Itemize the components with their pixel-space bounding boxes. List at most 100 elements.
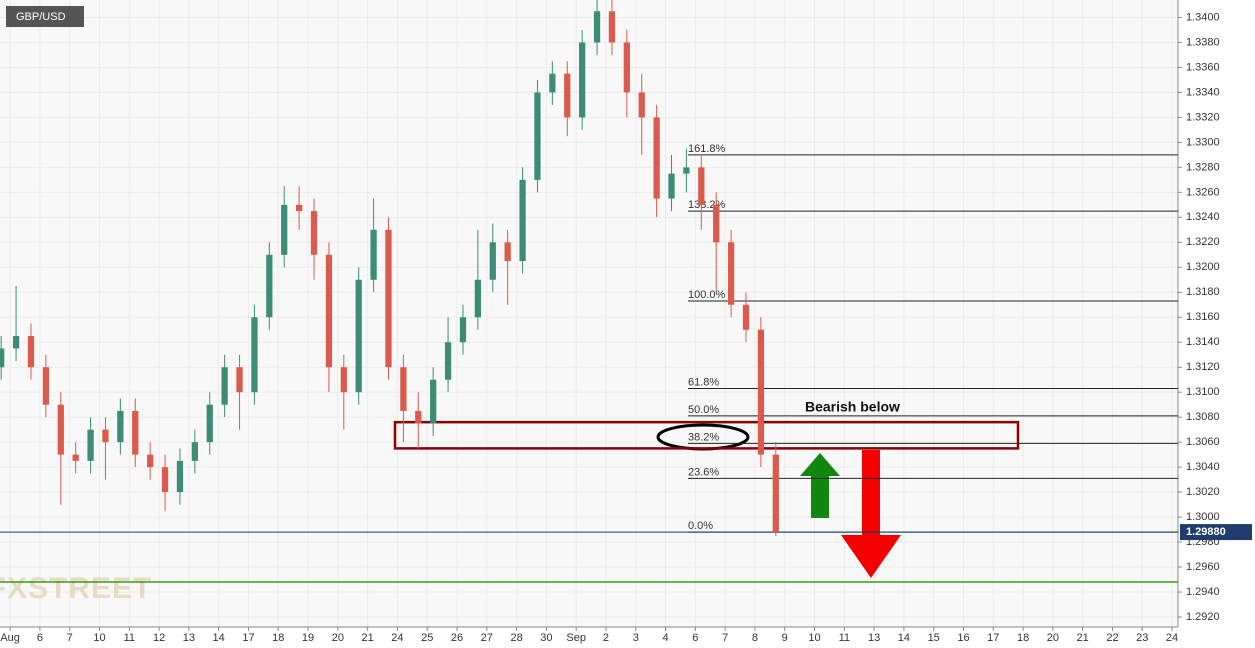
down-arrow: [841, 450, 901, 578]
candle-body: [117, 410, 124, 443]
candle-body: [772, 454, 779, 533]
x-tick-label: 11: [839, 632, 850, 644]
x-tick-label: 7: [67, 632, 73, 644]
x-tick-label: 9: [782, 632, 788, 644]
x-tick-label: 20: [1047, 632, 1059, 644]
x-tick-label: 21: [1077, 632, 1089, 644]
candle-body: [608, 11, 616, 43]
y-tick-label: 1.3000: [1186, 511, 1220, 523]
x-tick-label: 6: [692, 632, 698, 644]
x-tick-label: 12: [153, 632, 165, 644]
x-tick-label: 3: [633, 632, 639, 644]
candle-body: [415, 410, 422, 424]
candle-body: [638, 92, 645, 118]
fib-label: 50.0%: [688, 404, 719, 416]
y-tick-label: 1.3060: [1186, 436, 1220, 448]
y-tick-label: 1.2960: [1186, 561, 1220, 573]
y-tick-label: 1.3280: [1186, 161, 1220, 173]
y-tick-label: 1.3020: [1186, 486, 1220, 498]
x-tick-label: Aug: [0, 632, 20, 644]
candle-body: [161, 467, 169, 493]
x-tick-label: 24: [1166, 632, 1178, 644]
candle-body: [355, 279, 362, 393]
candle-body: [534, 92, 541, 180]
candle-body: [444, 342, 452, 380]
fib-label: 0.0%: [688, 520, 713, 532]
up-arrow: [800, 453, 840, 518]
candle-body: [489, 242, 496, 280]
y-tick-label: 1.2920: [1186, 611, 1220, 623]
x-tick-label: 30: [540, 632, 552, 644]
candle-body: [27, 335, 35, 368]
fib-label: 38.2%: [688, 431, 719, 443]
candle-body: [266, 254, 273, 318]
candle-body: [176, 460, 184, 493]
y-tick-label: 1.3340: [1186, 86, 1220, 98]
candle-body: [147, 454, 154, 468]
candle-body: [72, 454, 79, 461]
current-price-box: [1180, 524, 1252, 541]
x-tick-label: 27: [481, 632, 493, 644]
x-tick-label: 13: [868, 632, 880, 644]
y-tick-label: 1.3300: [1186, 136, 1220, 148]
candle-body: [281, 204, 288, 255]
x-tick-label: 18: [272, 632, 284, 644]
y-tick-label: 1.3160: [1186, 311, 1220, 323]
candle-body: [549, 73, 556, 93]
fib-label: 23.6%: [688, 466, 719, 478]
candle-body: [683, 167, 690, 174]
x-tick-label: 4: [663, 632, 669, 644]
x-tick-label: 2: [603, 632, 609, 644]
candle-body: [102, 429, 109, 443]
candle-body: [713, 204, 720, 243]
fib-label: 138.2%: [688, 199, 726, 211]
x-tick-label: 23: [1136, 632, 1148, 644]
y-tick-label: 1.3140: [1186, 336, 1220, 348]
candle-body: [236, 367, 243, 393]
x-tick-label: 22: [1106, 632, 1118, 644]
x-tick-label: 28: [510, 632, 522, 644]
title-box: [6, 6, 84, 27]
candle-body: [191, 442, 198, 461]
chart-title: GBP/USD: [16, 11, 66, 23]
x-tick-label: 14: [898, 632, 910, 644]
candle-body: [579, 42, 586, 118]
x-tick-label: 24: [391, 632, 403, 644]
candle-body: [459, 317, 467, 343]
candle-body: [221, 367, 228, 405]
candle-body: [668, 173, 675, 199]
current-price-label: 1.29880: [1186, 526, 1226, 538]
fib-label: 161.8%: [688, 143, 726, 155]
fib-label: 61.8%: [688, 376, 719, 388]
candle-body: [310, 211, 318, 255]
y-tick-label: 1.3260: [1186, 186, 1220, 198]
candle-body: [370, 229, 377, 280]
candle-body: [400, 367, 407, 411]
x-tick-label: 17: [242, 632, 254, 644]
x-tick-label: Sep: [566, 632, 586, 644]
x-tick-label: 26: [451, 632, 463, 644]
x-tick-label: 6: [37, 632, 43, 644]
candle-body: [504, 242, 511, 262]
y-tick-label: 1.2940: [1186, 586, 1220, 598]
candle-body: [742, 304, 750, 330]
y-tick-label: 1.3240: [1186, 211, 1220, 223]
candle-body: [385, 229, 392, 368]
candle-body: [698, 167, 705, 205]
y-tick-label: 1.3320: [1186, 111, 1220, 123]
y-tick-label: 1.3360: [1186, 61, 1220, 73]
candle-body: [519, 179, 526, 262]
candle-body: [564, 73, 571, 118]
resistance-zone: [393, 420, 1020, 450]
y-tick-label: 1.3200: [1186, 261, 1220, 273]
x-tick-label: 19: [302, 632, 314, 644]
candle-body: [132, 410, 139, 455]
candle-body: [430, 379, 437, 424]
fib-label: 100.0%: [688, 289, 726, 301]
y-tick-label: 1.3220: [1186, 236, 1220, 248]
candle-body: [206, 404, 213, 443]
y-tick-label: 1.3080: [1186, 411, 1220, 423]
y-tick-label: 1.3120: [1186, 361, 1220, 373]
candle-body: [12, 335, 20, 349]
